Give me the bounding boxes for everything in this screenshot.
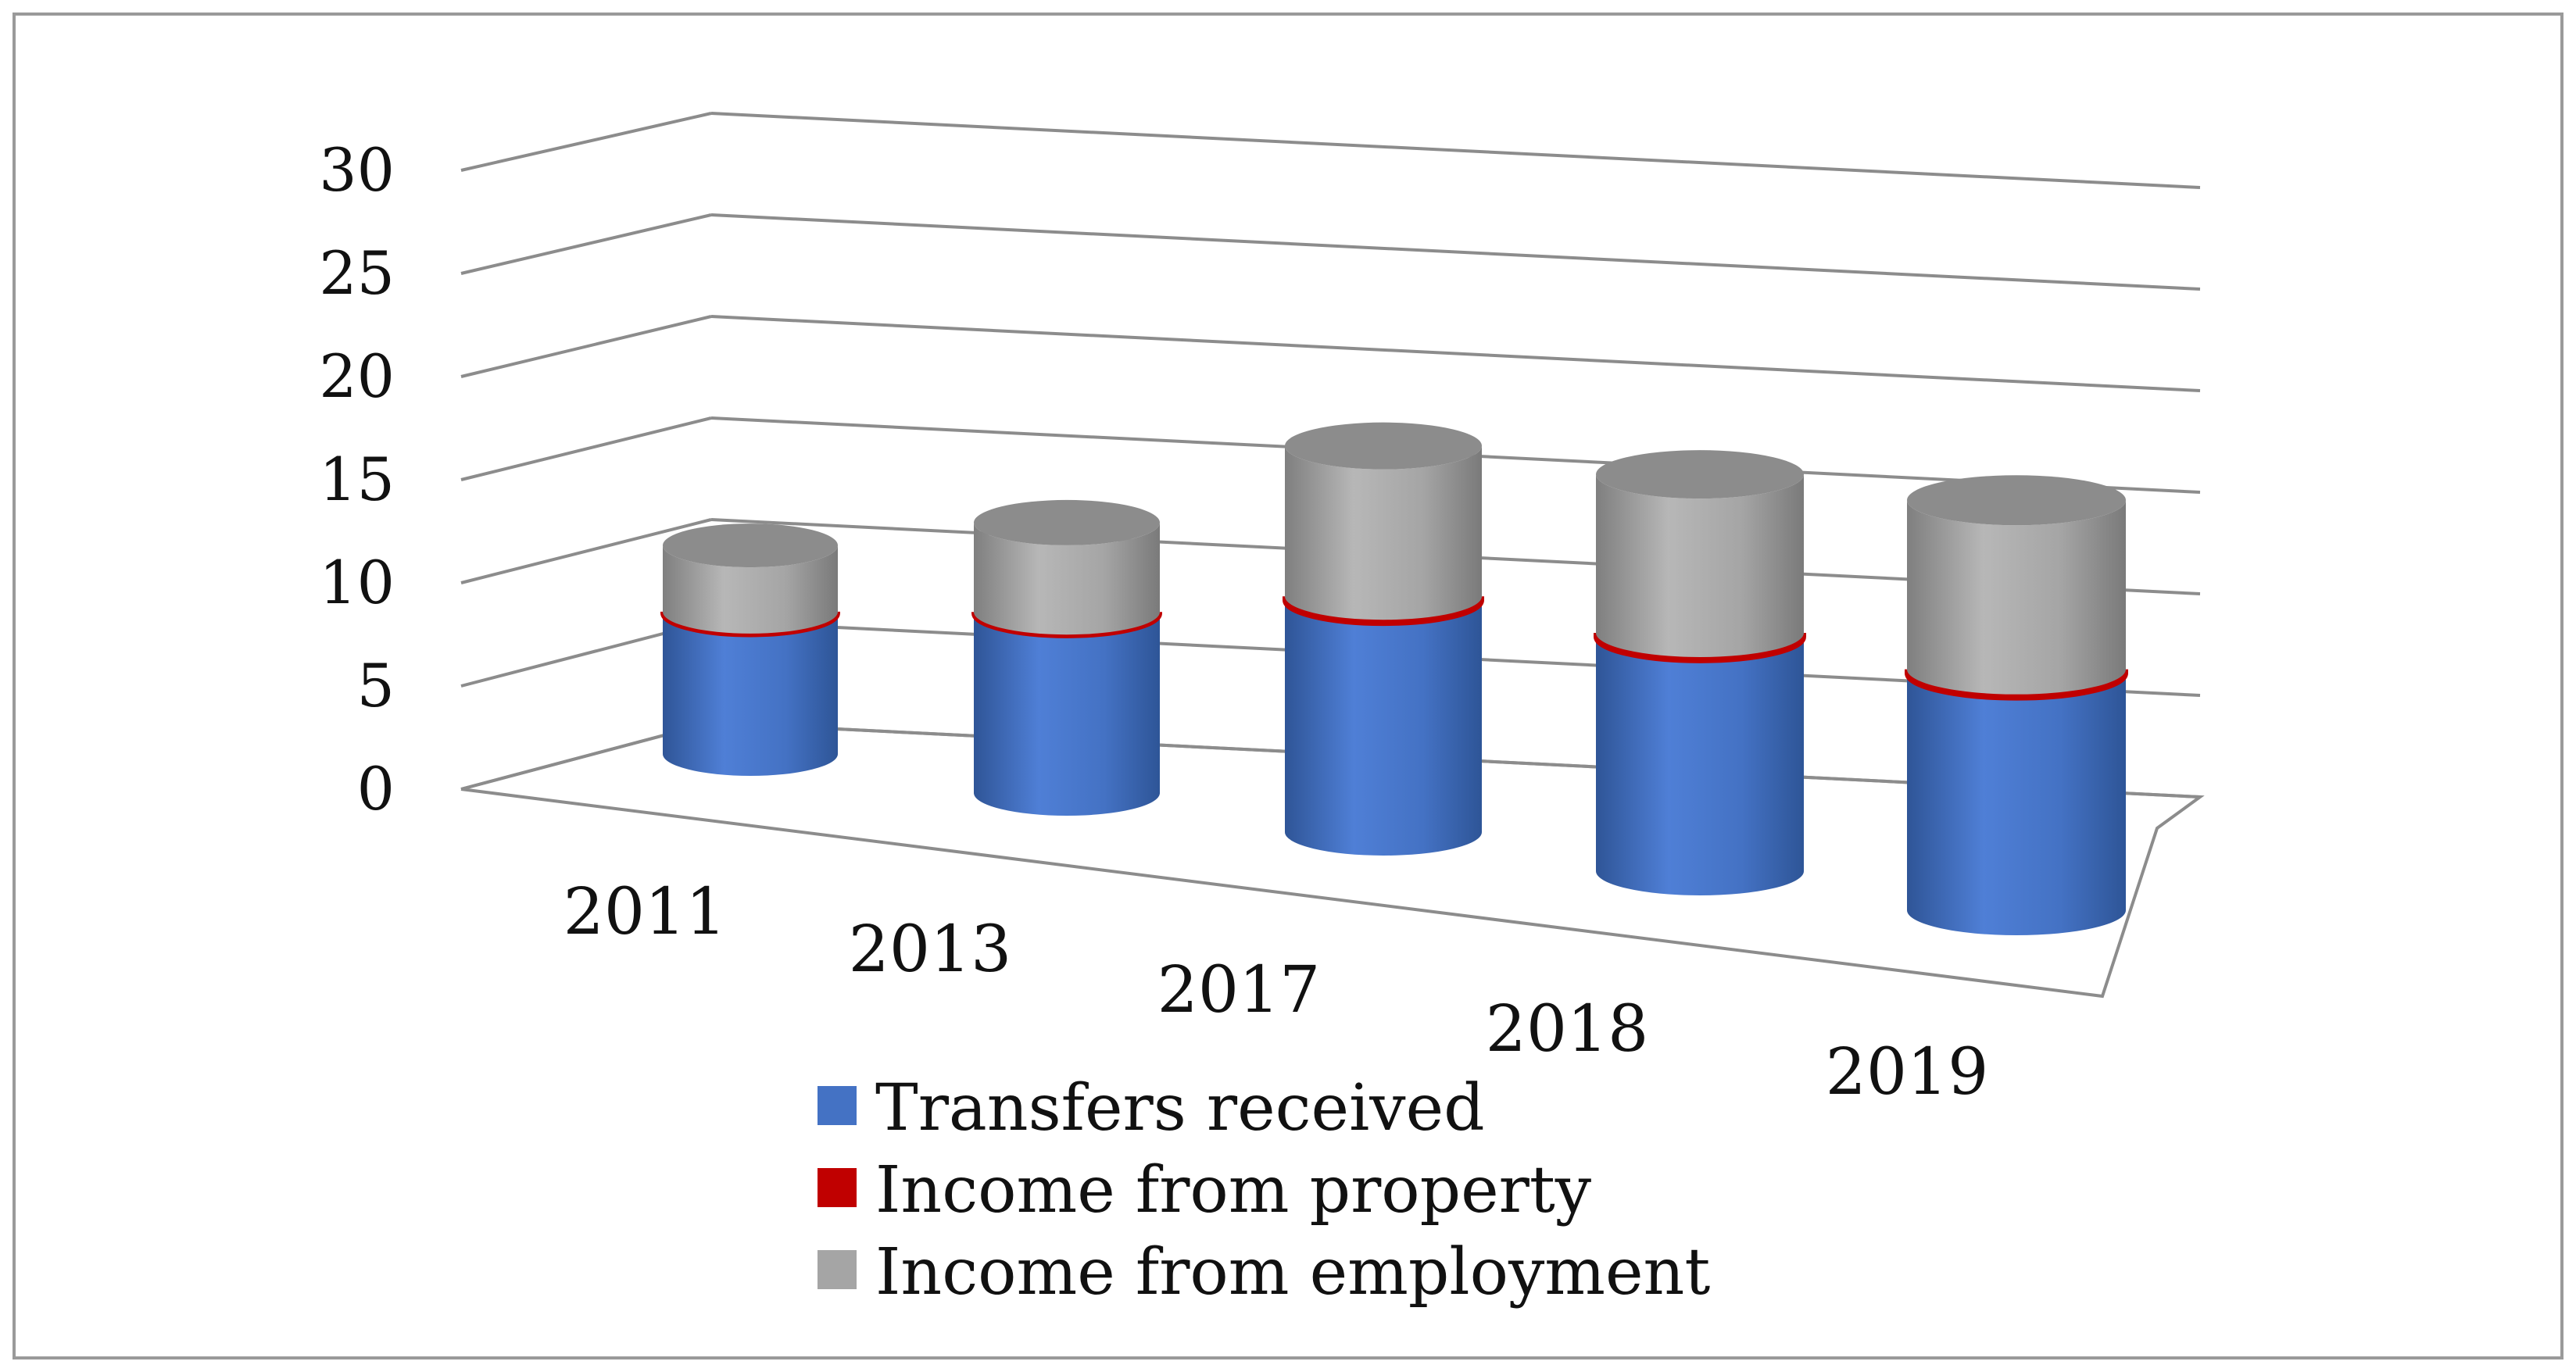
bar-2013-series-2 [974, 522, 1160, 635]
gridline-back [710, 112, 2201, 189]
bar-2018-series-2 [1596, 474, 1804, 657]
bar-cap-2019 [1907, 475, 2126, 526]
legend-swatch-transfers [818, 1086, 857, 1125]
legend-label-transfers: Transfers received [875, 1071, 1485, 1145]
gridline-side [460, 315, 712, 378]
y-tick-label: 10 [319, 548, 395, 617]
legend-swatch-property [818, 1168, 857, 1207]
x-category-label: 2019 [1826, 1035, 1989, 1109]
bar-2018-series-0 [1596, 636, 1804, 895]
bar-cap-2018 [1596, 450, 1804, 499]
legend-label-property: Income from property [875, 1153, 1592, 1227]
x-axis-category-labels: 2011 2013 2017 2018 2019 [564, 875, 1989, 1109]
bar-2017-series-0 [1285, 600, 1482, 856]
y-tick-label: 25 [319, 238, 395, 308]
y-tick-label: 30 [319, 135, 395, 205]
bar-2011-series-2 [663, 545, 838, 634]
bar-cap-2013 [974, 499, 1160, 545]
y-tick-label: 5 [357, 651, 395, 720]
bar-2019-series-0 [1907, 673, 2126, 935]
x-category-label: 2013 [849, 913, 1012, 987]
legend-label-employment: Income from employment [875, 1235, 1710, 1309]
gridline-side [460, 416, 712, 481]
legend-swatch-employment [818, 1250, 857, 1289]
gridline-back [710, 315, 2201, 392]
legend: Transfers received Income from property … [818, 1071, 1710, 1309]
gridline-side [460, 518, 712, 584]
bar-cap-2017 [1285, 422, 1482, 470]
x-category-label: 2011 [564, 875, 727, 949]
gridline-side [460, 213, 712, 275]
y-axis-tick-labels: 0 5 10 15 20 25 30 [319, 135, 395, 824]
y-tick-label: 0 [357, 754, 395, 824]
x-category-label: 2017 [1157, 953, 1321, 1027]
cylinder-bars [660, 422, 2128, 935]
bar-cap-2011 [663, 523, 838, 568]
x-category-label: 2018 [1486, 992, 1649, 1067]
y-tick-label: 15 [319, 445, 395, 514]
bar-2013-series-0 [974, 613, 1160, 816]
gridline-back [710, 213, 2201, 291]
bar-2019-series-2 [1907, 500, 2126, 695]
y-tick-label: 20 [319, 341, 395, 411]
bar-2011-series-0 [663, 613, 838, 776]
gridline-side [460, 112, 712, 172]
bar-2017-series-2 [1285, 445, 1482, 620]
